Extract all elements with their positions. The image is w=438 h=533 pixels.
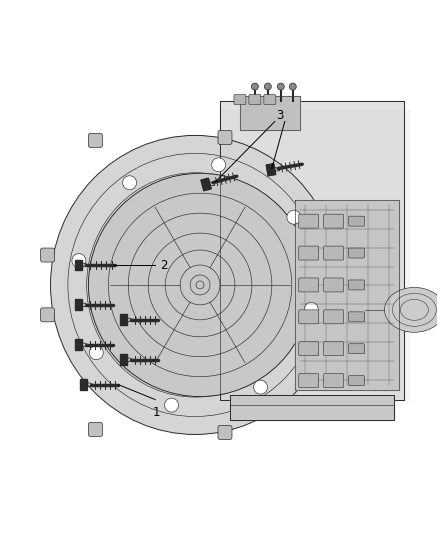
FancyBboxPatch shape (349, 216, 364, 226)
FancyBboxPatch shape (234, 94, 246, 104)
FancyBboxPatch shape (218, 131, 232, 144)
FancyBboxPatch shape (349, 344, 364, 354)
Circle shape (72, 254, 86, 268)
Circle shape (304, 302, 318, 316)
FancyBboxPatch shape (349, 248, 364, 258)
FancyBboxPatch shape (324, 342, 343, 356)
Polygon shape (201, 178, 211, 191)
Polygon shape (80, 379, 88, 390)
Polygon shape (120, 314, 127, 325)
Circle shape (123, 176, 137, 190)
FancyBboxPatch shape (88, 423, 102, 437)
Polygon shape (220, 110, 410, 400)
FancyBboxPatch shape (349, 280, 364, 290)
Circle shape (88, 173, 312, 397)
FancyBboxPatch shape (299, 246, 319, 260)
FancyBboxPatch shape (299, 374, 319, 387)
Polygon shape (266, 164, 276, 176)
Circle shape (212, 158, 226, 172)
Text: 1: 1 (152, 406, 160, 419)
FancyBboxPatch shape (324, 246, 343, 260)
Polygon shape (230, 394, 395, 419)
Text: 2: 2 (160, 259, 168, 271)
FancyBboxPatch shape (299, 310, 319, 324)
Circle shape (289, 83, 296, 90)
FancyBboxPatch shape (324, 374, 343, 387)
Polygon shape (75, 260, 82, 270)
Text: 3: 3 (276, 109, 283, 122)
FancyBboxPatch shape (324, 278, 343, 292)
Circle shape (254, 380, 268, 394)
Polygon shape (120, 354, 127, 365)
Circle shape (89, 346, 103, 360)
Polygon shape (75, 300, 82, 310)
Polygon shape (295, 200, 399, 390)
FancyBboxPatch shape (299, 342, 319, 356)
Circle shape (165, 398, 179, 412)
Polygon shape (240, 95, 300, 131)
Circle shape (277, 83, 284, 90)
FancyBboxPatch shape (41, 308, 54, 322)
FancyBboxPatch shape (299, 278, 319, 292)
Ellipse shape (385, 287, 438, 332)
FancyBboxPatch shape (249, 94, 261, 104)
FancyBboxPatch shape (264, 94, 276, 104)
Polygon shape (220, 101, 404, 400)
Circle shape (287, 210, 301, 224)
FancyBboxPatch shape (218, 425, 232, 439)
FancyBboxPatch shape (324, 214, 343, 228)
FancyBboxPatch shape (88, 133, 102, 148)
Circle shape (265, 83, 271, 90)
Ellipse shape (50, 135, 339, 434)
FancyBboxPatch shape (324, 310, 343, 324)
FancyBboxPatch shape (299, 214, 319, 228)
FancyBboxPatch shape (41, 248, 54, 262)
FancyBboxPatch shape (349, 376, 364, 385)
FancyBboxPatch shape (349, 312, 364, 322)
Circle shape (251, 83, 258, 90)
Polygon shape (75, 340, 82, 350)
